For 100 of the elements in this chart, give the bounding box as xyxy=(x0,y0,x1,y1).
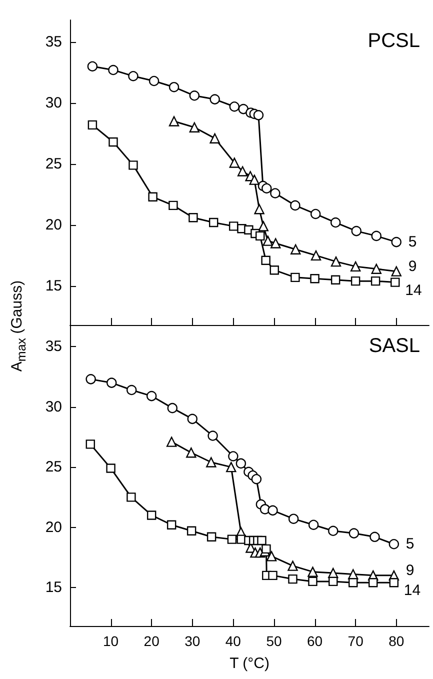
point xyxy=(249,174,260,185)
point xyxy=(268,570,278,580)
point xyxy=(209,218,218,228)
point xyxy=(290,244,301,254)
point xyxy=(310,274,320,284)
point xyxy=(106,464,116,473)
point xyxy=(87,61,98,72)
point xyxy=(166,520,176,530)
point xyxy=(186,448,196,458)
point xyxy=(290,200,300,211)
x-tick-label: 30 xyxy=(184,633,200,649)
point xyxy=(208,430,218,441)
point xyxy=(253,110,264,120)
point xyxy=(290,272,300,282)
point xyxy=(189,90,200,101)
x-axis-title: T (°C) xyxy=(230,655,270,672)
point xyxy=(391,266,402,276)
point xyxy=(261,256,270,265)
point xyxy=(254,204,264,214)
point xyxy=(146,390,157,402)
point xyxy=(310,250,322,261)
point xyxy=(228,451,238,462)
point xyxy=(189,122,200,132)
point xyxy=(266,551,277,562)
point xyxy=(167,402,178,414)
point xyxy=(188,213,198,222)
point xyxy=(308,566,318,577)
y-tick-label: 30 xyxy=(45,94,62,112)
point xyxy=(328,576,338,586)
y-tick-label: 15 xyxy=(45,578,62,596)
x-tick-label: 80 xyxy=(388,633,404,649)
point xyxy=(251,474,262,484)
series-label: 5 xyxy=(406,536,414,553)
point xyxy=(148,76,160,86)
series-label: 14 xyxy=(405,282,422,299)
point xyxy=(262,236,273,246)
y-tick-label: 30 xyxy=(45,398,62,416)
point xyxy=(262,183,272,194)
point xyxy=(126,384,137,396)
point xyxy=(108,64,118,76)
y-tick-label: 25 xyxy=(45,155,62,172)
point xyxy=(168,116,180,126)
point xyxy=(257,536,266,546)
point xyxy=(226,462,236,472)
point xyxy=(270,188,280,198)
y-tick-label: 35 xyxy=(45,33,62,50)
point xyxy=(258,221,268,232)
x-tick-label: 50 xyxy=(266,633,282,649)
point xyxy=(270,238,281,248)
point xyxy=(371,230,382,242)
point xyxy=(229,158,240,168)
y-tick-label: 20 xyxy=(45,216,62,234)
point xyxy=(368,578,378,588)
point xyxy=(166,436,177,447)
series-label: 14 xyxy=(404,582,421,600)
y-tick-label: 25 xyxy=(45,458,62,476)
point xyxy=(270,266,279,275)
x-tick-label: 20 xyxy=(144,633,160,649)
point xyxy=(86,440,95,449)
point xyxy=(391,236,402,248)
point xyxy=(108,137,118,147)
y-tick-label: 20 xyxy=(45,518,62,536)
point xyxy=(186,526,196,536)
point xyxy=(348,528,360,538)
point xyxy=(256,231,265,241)
point xyxy=(236,458,246,469)
point xyxy=(350,276,360,286)
point xyxy=(128,71,138,82)
point xyxy=(371,264,382,274)
point xyxy=(148,192,158,202)
point xyxy=(288,574,298,584)
point xyxy=(268,505,278,516)
point xyxy=(237,166,248,176)
point xyxy=(288,514,299,524)
text: SASL xyxy=(368,335,420,357)
point xyxy=(227,534,237,544)
point xyxy=(228,222,238,231)
point xyxy=(206,532,216,542)
series-label: 9 xyxy=(406,562,414,579)
point xyxy=(126,492,136,502)
x-tick-label: 40 xyxy=(225,633,242,649)
point xyxy=(390,278,400,287)
point xyxy=(262,544,271,554)
text: PCSL xyxy=(368,30,420,52)
point xyxy=(328,526,338,536)
point xyxy=(308,520,319,530)
point xyxy=(310,208,321,220)
point xyxy=(238,104,248,114)
x-tick-label: 60 xyxy=(306,633,323,649)
point xyxy=(210,94,220,104)
point xyxy=(206,457,216,468)
point xyxy=(168,200,178,210)
x-tick-label: 10 xyxy=(103,633,119,649)
series-label: 9 xyxy=(408,258,417,275)
point xyxy=(128,160,138,170)
point xyxy=(288,560,298,571)
point xyxy=(308,576,318,586)
point xyxy=(106,378,117,388)
point xyxy=(370,276,380,286)
y-tick-label: 35 xyxy=(45,338,62,356)
